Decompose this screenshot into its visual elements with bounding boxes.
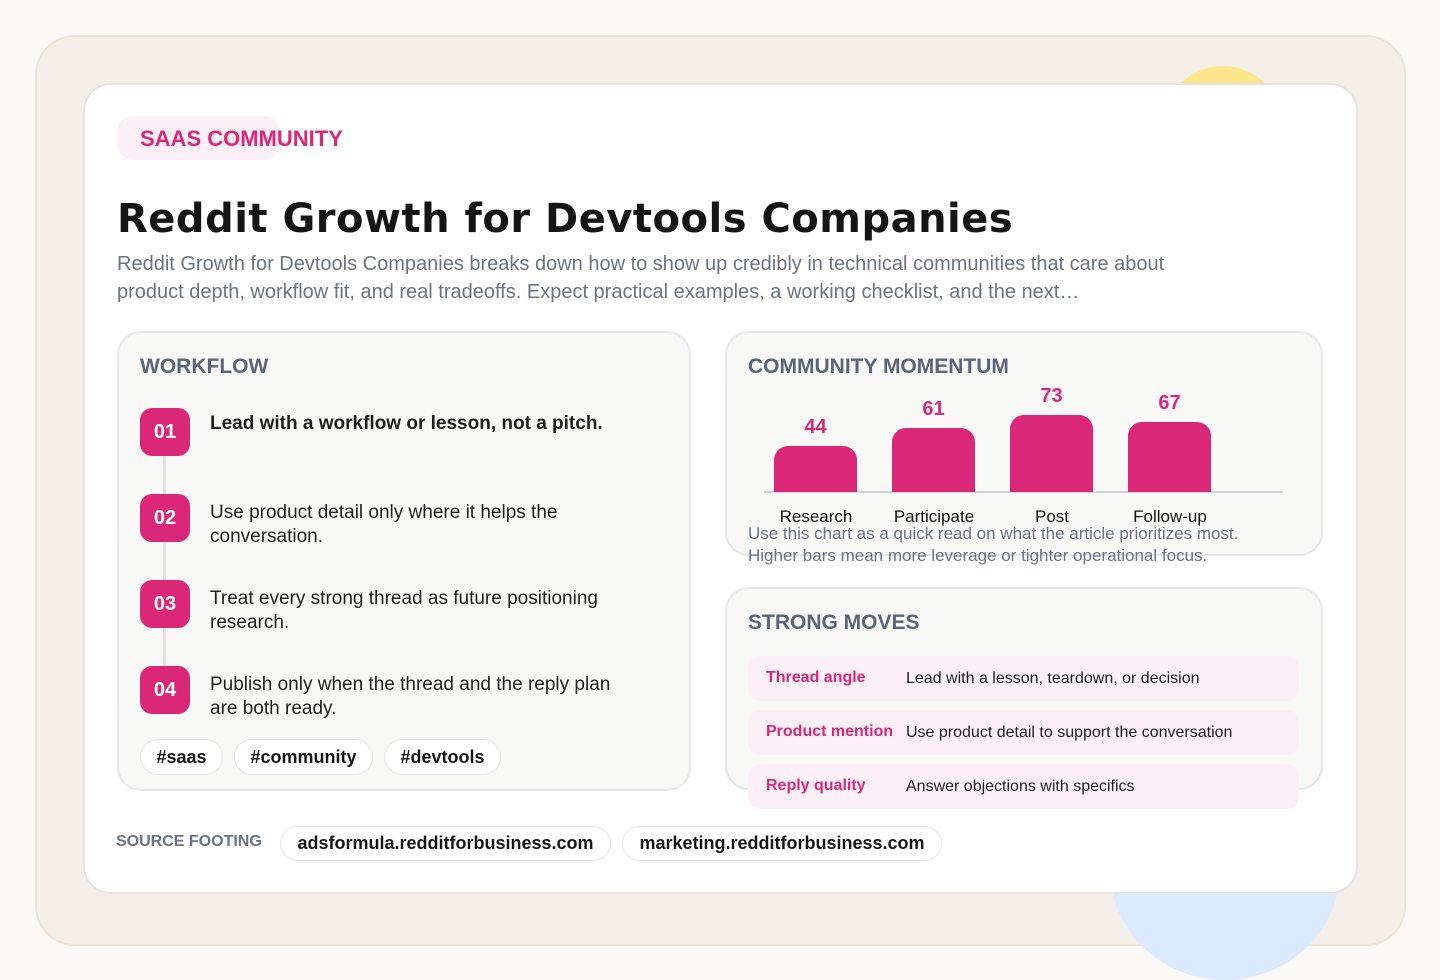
workflow-panel (117, 331, 691, 791)
category-badge-label: SAAS COMMUNITY (140, 126, 343, 151)
strong-moves-title: STRONG MOVES (748, 611, 920, 634)
tag-community[interactable]: #community (234, 739, 373, 775)
timeline-line (163, 456, 166, 666)
category-badge (117, 116, 280, 160)
move-text: Answer objections with specifics (906, 778, 1135, 795)
chart-value-label: 67 (1158, 391, 1181, 414)
step-number: 04 (140, 666, 190, 714)
move-label: Product mention (766, 723, 894, 740)
step-number: 02 (140, 494, 190, 542)
chart-category-label: Follow-up (1133, 507, 1207, 526)
chart-bar (774, 445, 857, 492)
page-subtitle: Reddit Growth for Devtools Companies bre… (117, 253, 1165, 303)
step-text: Publish only when the thread and the rep… (210, 674, 611, 719)
move-row (748, 656, 1299, 701)
chart-baseline (764, 491, 1283, 493)
step-text: Lead with a workflow or lesson, not a pi… (210, 413, 603, 434)
step-text: Treat every strong thread as future posi… (210, 588, 598, 633)
chart-note: Higher bars mean more leverage or tighte… (748, 546, 1208, 565)
move-text: Lead with a lesson, teardown, or decisio… (906, 670, 1200, 687)
page-title: Reddit Growth for Devtools Companies (117, 196, 1014, 242)
chart-bar (1010, 415, 1093, 492)
move-text: Use product detail to support the conver… (906, 724, 1233, 741)
move-row (748, 710, 1299, 755)
momentum-panel (725, 331, 1323, 556)
chart-category-label: Participate (893, 507, 975, 526)
chart-bar (1128, 421, 1211, 492)
source-link[interactable]: adsformula.redditforbusiness.com (280, 826, 611, 861)
momentum-title: COMMUNITY MOMENTUM (748, 355, 1009, 378)
chart-note: Use this chart as a quick read on what t… (748, 524, 1239, 543)
chart-value-label: 73 (1040, 385, 1063, 408)
chart-bar (892, 427, 975, 492)
chart-value-label: 61 (922, 397, 945, 420)
move-label: Thread angle (766, 669, 866, 686)
step-number: 01 (140, 408, 190, 456)
workflow-title: WORKFLOW (140, 355, 269, 378)
chart-category-label: Post (1034, 507, 1070, 526)
step-text: Use product detail only where it helps t… (210, 502, 558, 547)
chart-category-label: Research (779, 507, 853, 526)
source-link[interactable]: marketing.redditforbusiness.com (622, 826, 942, 861)
source-label: SOURCE FOOTING (116, 833, 262, 850)
move-row (748, 764, 1299, 809)
move-label: Reply quality (766, 777, 866, 794)
chart-value-label: 44 (804, 415, 827, 438)
step-number: 03 (140, 580, 190, 628)
tag-devtools[interactable]: #devtools (384, 739, 501, 775)
tag-saas[interactable]: #saas (140, 739, 223, 775)
